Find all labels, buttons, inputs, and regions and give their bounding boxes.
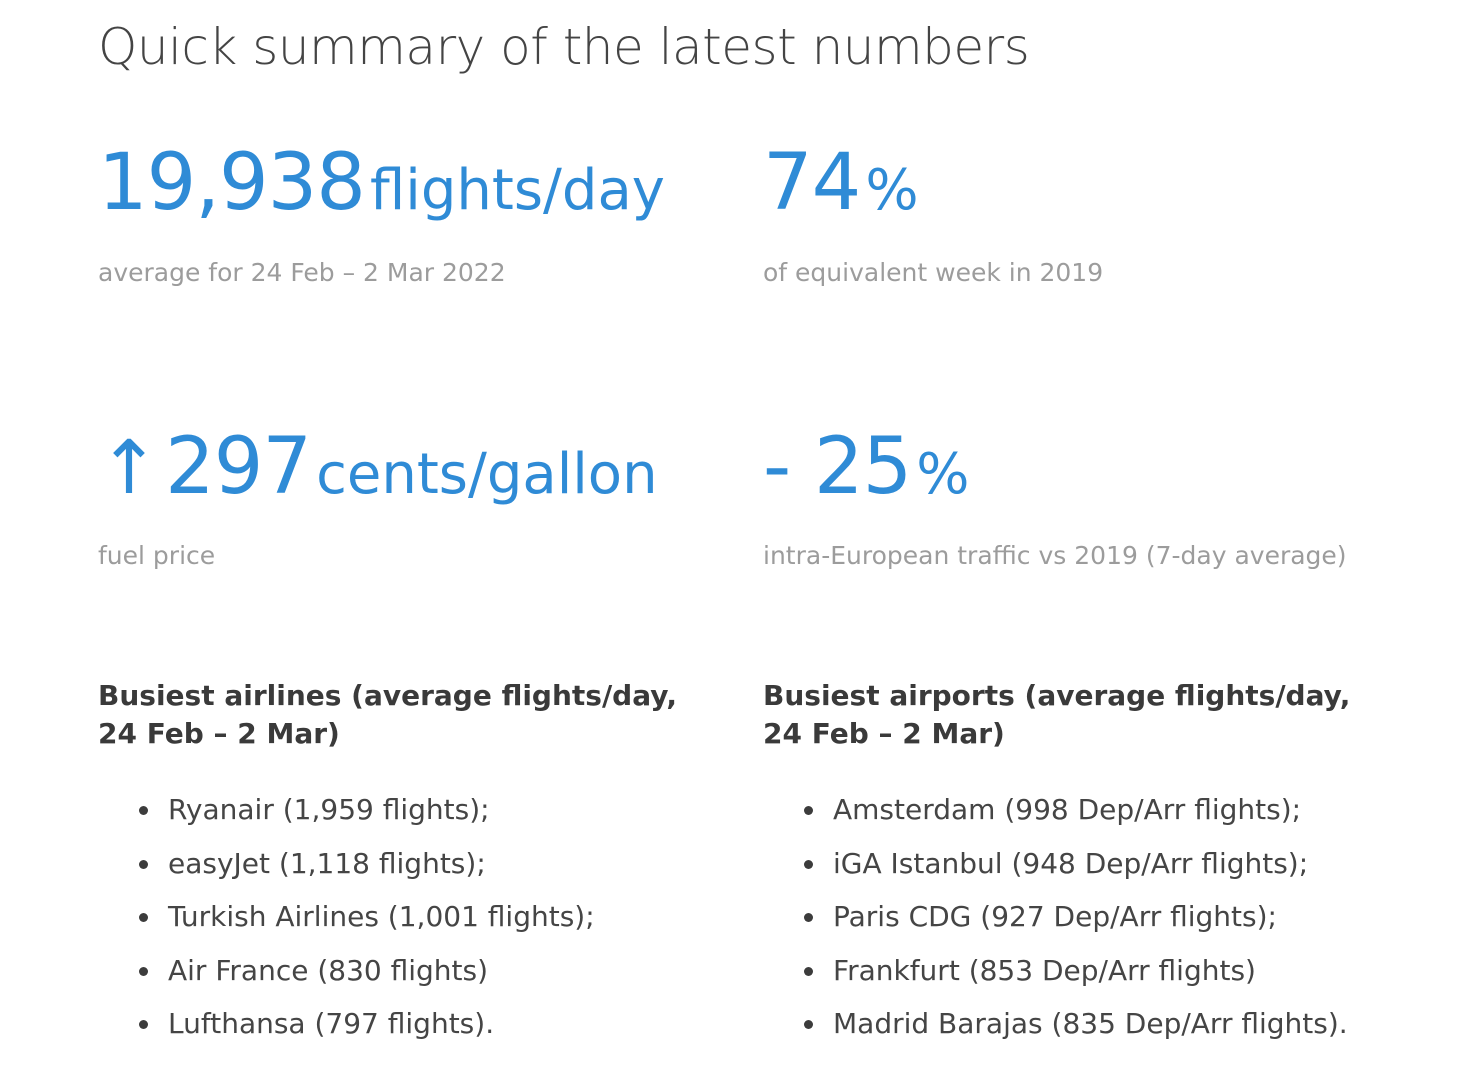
list-item: Air France (830 flights): [98, 944, 595, 998]
airline-item-label: Air France (830 flights): [168, 953, 489, 987]
airline-item-label: Lufthansa (797 flights).: [168, 1007, 495, 1040]
bullet-icon: [139, 966, 148, 976]
airlines-heading: Busiest airlines (average flights/day, 2…: [98, 679, 677, 750]
stat-daily-flights-unit: flights/day: [370, 158, 665, 223]
list-item: Madrid Barajas (835 Dep/Arr flights).: [763, 997, 1348, 1051]
stat-vs-2019-value: 74 %: [763, 144, 919, 222]
stat-daily-flights-caption: average for 24 Feb – 2 Mar 2022: [98, 258, 506, 287]
stat-vs-2019-caption: of equivalent week in 2019: [763, 258, 1104, 287]
bullet-icon: [804, 806, 813, 815]
bullet-icon: [139, 913, 148, 922]
bullet-icon: [139, 859, 148, 869]
stat-daily-flights: 19,938 flights/day: [98, 144, 665, 222]
stat-intra-europe: - 25 %: [763, 428, 970, 506]
list-item: easyJet (1,118 flights);: [98, 837, 595, 891]
airline-item-label: Ryanair (1,959 flights);: [168, 793, 490, 826]
page-title: Quick summary of the latest numbers: [98, 18, 1030, 76]
bullet-icon: [804, 966, 813, 976]
stat-vs-2019-unit: %: [865, 158, 919, 223]
airport-item-label: Frankfurt (853 Dep/Arr flights): [833, 953, 1256, 987]
bullet-icon: [139, 1020, 148, 1029]
bullet-icon: [804, 859, 813, 869]
stat-fuel-price-unit: cents/gallon: [316, 442, 658, 507]
list-item: Turkish Airlines (1,001 flights);: [98, 890, 595, 944]
list-item: Lufthansa (797 flights).: [98, 997, 595, 1051]
bullet-icon: [804, 1020, 813, 1029]
stat-vs-2019-number: 74: [763, 138, 861, 228]
airport-item-label: Amsterdam (998 Dep/Arr flights);: [833, 793, 1302, 826]
stat-intra-europe-number: - 25: [763, 422, 912, 512]
airports-list: Amsterdam (998 Dep/Arr flights); iGA Ist…: [763, 783, 1348, 1051]
list-item: Paris CDG (927 Dep/Arr flights);: [763, 890, 1348, 944]
arrow-up-icon: ↑: [98, 425, 161, 511]
airports-heading: Busiest airports (average flights/day, 2…: [763, 679, 1351, 750]
airport-item-label: iGA Istanbul (948 Dep/Arr flights);: [833, 846, 1309, 880]
list-item: iGA Istanbul (948 Dep/Arr flights);: [763, 837, 1348, 891]
stat-fuel-price: ↑ 297 cents/gallon: [98, 428, 658, 506]
airline-item-label: easyJet (1,118 flights);: [168, 846, 486, 880]
list-item: Frankfurt (853 Dep/Arr flights): [763, 944, 1348, 998]
stat-vs-2019: 74 %: [763, 144, 919, 222]
stat-intra-europe-value: - 25 %: [763, 428, 970, 506]
stat-fuel-price-caption: fuel price: [98, 541, 216, 570]
stat-intra-europe-caption: intra-European traffic vs 2019 (7-day av…: [763, 541, 1347, 570]
stat-fuel-price-value: ↑ 297 cents/gallon: [98, 428, 658, 506]
bullet-icon: [139, 806, 148, 815]
list-item: Ryanair (1,959 flights);: [98, 783, 595, 837]
list-item: Amsterdam (998 Dep/Arr flights);: [763, 783, 1348, 837]
stat-fuel-price-number: 297: [165, 422, 312, 512]
airport-item-label: Paris CDG (927 Dep/Arr flights);: [833, 900, 1277, 933]
stat-daily-flights-value: 19,938 flights/day: [98, 144, 665, 222]
stat-intra-europe-unit: %: [916, 442, 970, 507]
stat-daily-flights-number: 19,938: [98, 138, 366, 228]
airline-item-label: Turkish Airlines (1,001 flights);: [168, 900, 595, 933]
bullet-icon: [804, 913, 813, 922]
airport-item-label: Madrid Barajas (835 Dep/Arr flights).: [833, 1007, 1348, 1040]
airlines-list: Ryanair (1,959 flights); easyJet (1,118 …: [98, 783, 595, 1051]
